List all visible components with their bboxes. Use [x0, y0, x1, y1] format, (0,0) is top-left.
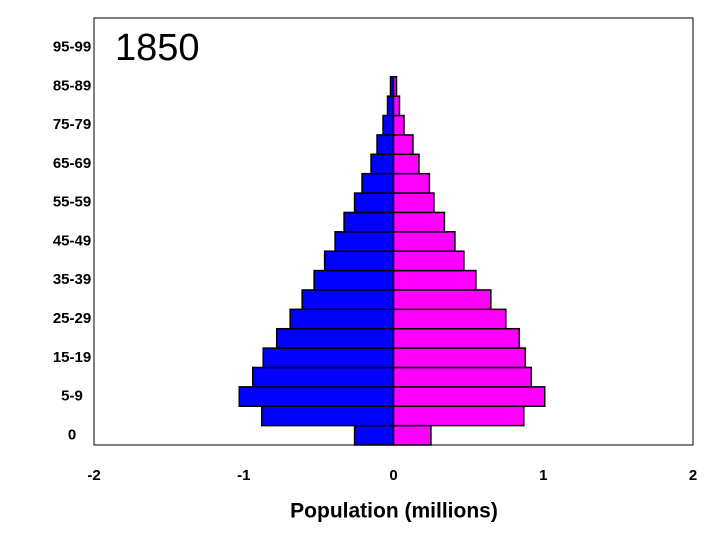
x-tick-label: 0 — [389, 467, 397, 484]
bar — [392, 134, 414, 156]
bar — [251, 366, 395, 388]
y-tick-label: 75-79 — [53, 116, 91, 133]
y-tick-label: 45-49 — [53, 232, 91, 249]
bar — [392, 95, 401, 117]
y-tick-label: 0 — [68, 426, 76, 443]
bar — [392, 366, 533, 388]
y-tick-label: 65-69 — [53, 155, 91, 172]
x-tick-label: 1 — [539, 467, 547, 484]
y-tick-label: 25-29 — [53, 310, 91, 327]
bar — [386, 95, 395, 117]
bar — [392, 76, 398, 97]
bar — [313, 269, 395, 291]
y-tick-label: 55-59 — [53, 194, 91, 211]
bar — [392, 250, 465, 272]
x-tick-label: -1 — [237, 467, 250, 484]
y-tick-label: 5-9 — [61, 388, 83, 405]
bar — [392, 269, 477, 291]
bar — [392, 211, 446, 233]
bar — [392, 289, 492, 311]
y-tick-label: 95-99 — [53, 39, 91, 56]
bar — [392, 192, 435, 214]
bar — [334, 231, 395, 252]
x-axis-label: Population (millions) — [290, 500, 498, 523]
bar — [275, 327, 395, 349]
bar — [376, 134, 395, 156]
bar — [301, 289, 395, 311]
bar — [392, 347, 527, 369]
y-tick-label: 15-19 — [53, 349, 91, 366]
bar — [392, 231, 456, 252]
y-tick-label: 85-89 — [53, 77, 91, 94]
bar — [392, 424, 432, 446]
bar — [343, 211, 395, 233]
bar — [361, 172, 395, 194]
chart-title: 1850 — [115, 27, 200, 69]
bar — [392, 386, 546, 407]
bar — [392, 405, 525, 427]
bar — [392, 327, 521, 349]
x-tick-label: 2 — [689, 467, 697, 484]
bar — [392, 308, 507, 330]
bar — [392, 153, 420, 175]
bar — [353, 424, 395, 446]
x-tick-label: -2 — [87, 467, 100, 484]
bar — [382, 114, 395, 136]
bar — [262, 347, 395, 369]
y-tick-label: 35-39 — [53, 271, 91, 288]
bar — [370, 153, 395, 175]
bar — [323, 250, 395, 272]
bar — [260, 405, 395, 427]
bar — [392, 114, 405, 136]
bar — [238, 386, 395, 407]
bar — [353, 192, 395, 214]
bar — [392, 172, 431, 194]
bar — [289, 308, 395, 330]
